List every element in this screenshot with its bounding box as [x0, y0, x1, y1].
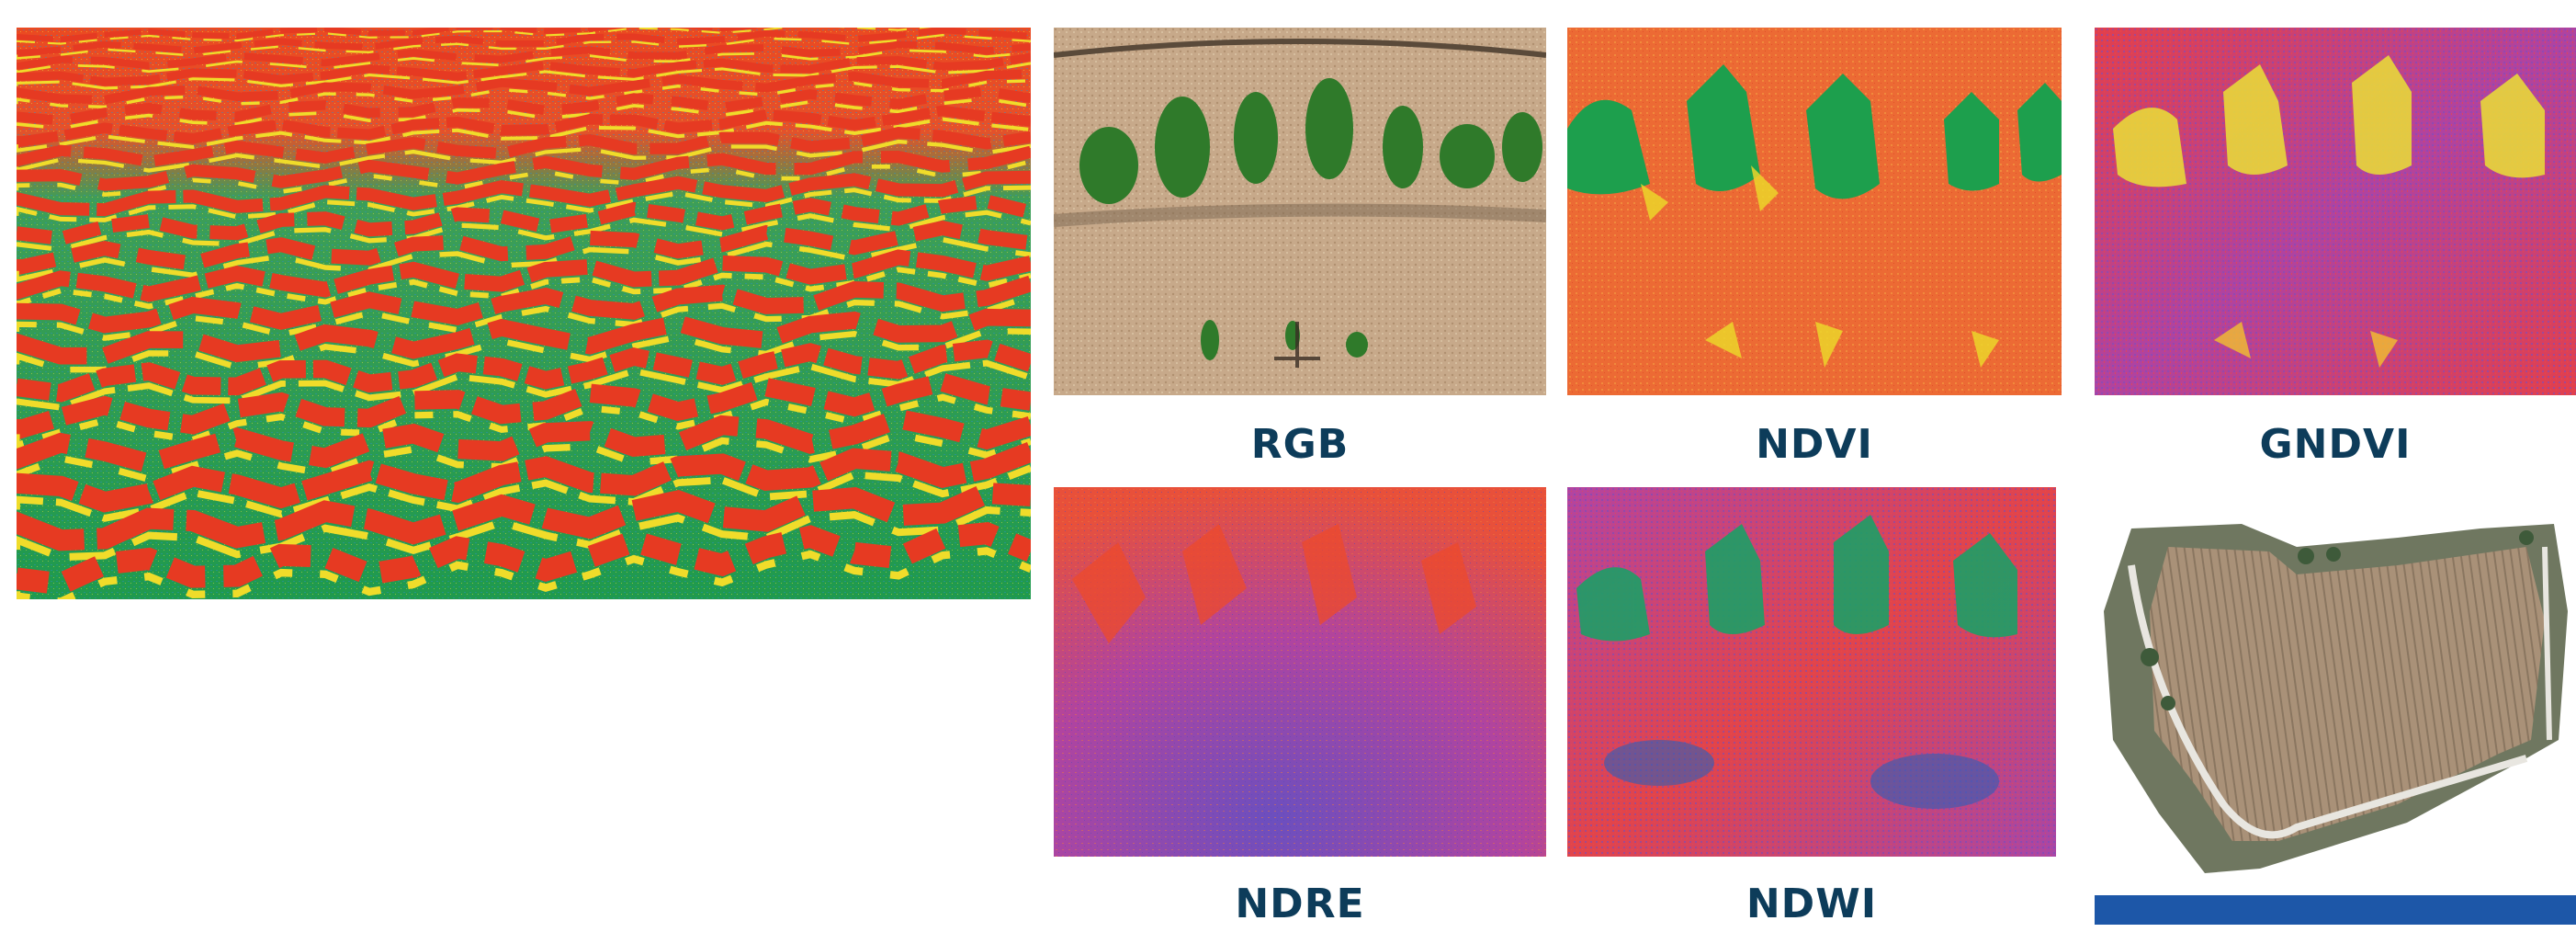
vine-row-edge — [17, 28, 932, 45]
vine-row-stripe — [17, 275, 1031, 334]
vine-row-stripe — [17, 170, 1031, 217]
vine-row-edge — [17, 506, 1031, 562]
vine-row-edge — [17, 327, 1031, 373]
vine-row-stripe — [17, 69, 1031, 105]
vine-row-edge — [17, 464, 1031, 522]
vine-row-stripe — [17, 220, 1031, 276]
vine-row-edge — [17, 185, 1031, 222]
ndvi-image — [1567, 28, 2062, 395]
vine-row-stripe — [17, 308, 1031, 365]
vine-row-stripe — [17, 194, 1031, 246]
vine-row-edge — [17, 139, 1031, 173]
vine-row-stripe — [17, 482, 1031, 551]
vine-row-stripe — [17, 339, 1031, 403]
vine-row-stripe — [17, 442, 1031, 513]
vine-row-stripe — [17, 28, 907, 42]
vine-row-stripe — [17, 372, 1031, 440]
vine-row-stripe — [17, 145, 1031, 191]
vine-row-edge — [17, 62, 1031, 90]
vine-row-stripe — [17, 52, 1031, 86]
ndwi-caption: NDWI — [1746, 881, 1878, 927]
vine-row-stripe — [17, 28, 1031, 57]
large-heatmap-image — [17, 28, 1031, 599]
vine-row-edge — [17, 293, 1031, 341]
vine-row-stripe — [17, 249, 1031, 302]
accent-bar — [2095, 895, 2576, 925]
vine-row-edge — [17, 117, 1031, 153]
vine-row-stripe — [17, 521, 1031, 596]
vine-row-edge — [17, 359, 1031, 411]
ndwi-image — [1567, 487, 2056, 857]
vine-row-stripe — [17, 85, 1031, 126]
vine-row-edge — [17, 210, 1031, 253]
vine-row-stripe — [17, 40, 1031, 71]
rgb-caption: RGB — [1250, 421, 1350, 468]
ndre-caption: NDRE — [1235, 881, 1365, 927]
ndvi-caption: NDVI — [1756, 421, 1873, 468]
gndvi-image — [2095, 28, 2576, 395]
vine-row-edge — [17, 49, 1031, 74]
rgb-image — [1054, 28, 1546, 395]
ndre-image — [1054, 487, 1546, 857]
vine-row-edge — [17, 393, 1031, 449]
vine-row-edge — [17, 547, 1031, 599]
vine-row-stripe — [17, 408, 1031, 474]
orthomosaic-image — [2095, 510, 2576, 878]
vine-row-stripe — [17, 105, 1031, 148]
vine-row-edge — [17, 97, 1031, 131]
gndvi-caption: GNDVI — [2259, 421, 2412, 468]
vine-row-edge — [17, 34, 1031, 60]
vine-row-edge — [17, 79, 1031, 109]
